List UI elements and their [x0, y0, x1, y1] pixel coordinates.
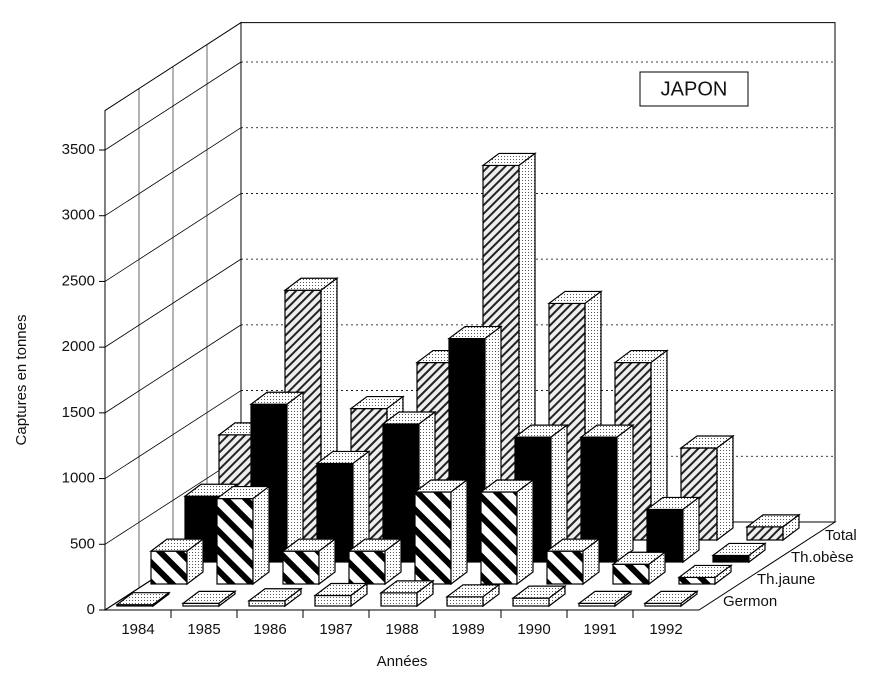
grid-line	[104, 127, 242, 217]
bar-side	[450, 478, 468, 586]
x-tick-label: 1992	[649, 621, 682, 638]
y-tick-label: 2000	[62, 338, 95, 355]
bar-side	[782, 513, 800, 542]
bar-side	[482, 583, 500, 608]
x-tick-label: 1989	[451, 621, 484, 638]
y-tick-label: 1000	[62, 470, 95, 487]
y-tick-label: 1500	[62, 404, 95, 421]
bar-side	[516, 478, 534, 586]
bar-side	[682, 496, 700, 564]
x-tick-label: 1988	[385, 621, 418, 638]
x-tick-label: 1987	[319, 621, 352, 638]
bar-front	[678, 576, 716, 585]
bar-side	[284, 587, 302, 608]
bar-front	[380, 592, 418, 607]
legend-label: Germon	[723, 593, 777, 610]
bar-side	[384, 537, 402, 586]
bar-side	[616, 423, 634, 564]
x-tick-label: 1990	[517, 621, 550, 638]
bar-front	[314, 594, 352, 607]
bars	[115, 152, 801, 608]
bar-front	[546, 550, 584, 585]
bar-side	[680, 590, 698, 608]
bar-side	[748, 542, 766, 564]
y-tick-label: 3500	[62, 141, 95, 158]
bar-front	[282, 550, 320, 585]
grid-line	[104, 455, 242, 545]
legend-label: Th.obèse	[791, 549, 854, 566]
x-tick-label: 1991	[583, 621, 616, 638]
bar-side	[350, 582, 368, 608]
bar-front	[746, 526, 784, 541]
bar-side	[318, 537, 336, 586]
y-axis-label: Captures en tonnes	[13, 315, 30, 446]
grid-line	[104, 61, 242, 151]
bar-front	[612, 563, 650, 585]
bar-side	[186, 537, 204, 586]
grid-line	[104, 193, 242, 282]
bar-front	[414, 491, 452, 585]
bar-front	[512, 597, 550, 607]
bar-front	[216, 497, 254, 585]
bar-side	[218, 590, 236, 608]
y-tick-label: 0	[87, 601, 95, 618]
bar-front	[446, 596, 484, 607]
bar-front	[480, 491, 518, 585]
x-axis-label: Années	[377, 653, 428, 670]
bar-side	[614, 590, 632, 608]
bar-front	[248, 600, 286, 607]
y-tick-label: 3000	[62, 207, 95, 224]
grid-line	[104, 258, 242, 348]
bar-front	[348, 550, 386, 585]
x-tick-label: 1986	[253, 621, 286, 638]
grid-line	[104, 390, 242, 479]
bar-side	[582, 537, 600, 586]
y-tick-label: 500	[70, 535, 95, 552]
bar-side	[286, 391, 304, 564]
bar-side	[252, 485, 270, 586]
grid-line	[104, 324, 242, 414]
bar-front	[150, 550, 188, 585]
title-box	[639, 71, 749, 107]
bar-side	[714, 564, 732, 586]
bar-side	[152, 591, 170, 608]
chart-title: JAPON	[661, 78, 728, 100]
x-tick-label: 1985	[187, 621, 220, 638]
x-tick-label: 1984	[121, 621, 154, 638]
bar-side	[716, 434, 734, 542]
legend-label: Total	[825, 527, 857, 544]
grid: 0 500 1000 1500 2000 2500 3000 3500 1984 1985 1986…	[62, 21, 857, 638]
legend-label: Th.jaune	[757, 571, 815, 588]
y-tick-label: 2500	[62, 272, 95, 289]
bar-side	[548, 584, 566, 608]
bar-side	[416, 579, 434, 608]
bar-side	[648, 551, 666, 586]
bar-front	[712, 554, 750, 563]
